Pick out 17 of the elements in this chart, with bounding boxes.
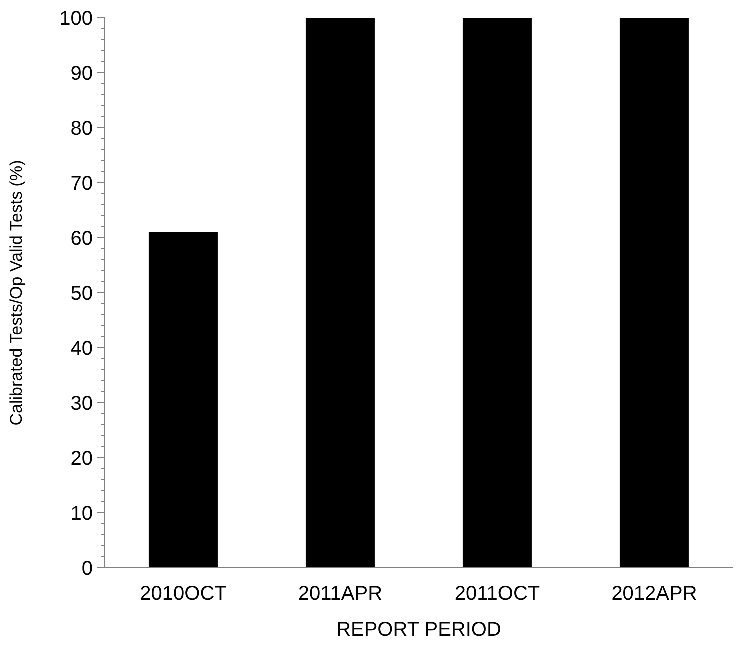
y-tick-label: 40 bbox=[70, 338, 93, 360]
y-tick-label: 0 bbox=[82, 558, 93, 580]
y-tick-label: 20 bbox=[70, 448, 93, 470]
x-axis-title: REPORT PERIOD bbox=[336, 619, 502, 641]
x-tick-label: 2012APR bbox=[612, 583, 698, 606]
y-tick-label: 80 bbox=[70, 118, 93, 140]
y-tick-label: 10 bbox=[70, 503, 93, 526]
y-tick-label: 30 bbox=[70, 393, 93, 416]
y-axis-title: Calibrated Tests/Op Valid Tests (%) bbox=[7, 160, 26, 426]
x-tick-label: 2010OCT bbox=[140, 583, 227, 606]
y-tick-label: 60 bbox=[70, 228, 93, 250]
y-tick-label: 90 bbox=[70, 63, 93, 86]
y-tick-label: 50 bbox=[70, 283, 93, 306]
x-tick-label: 2011OCT bbox=[454, 583, 540, 606]
x-tick-label: 2011APR bbox=[298, 583, 383, 606]
y-tick-label: 100 bbox=[60, 8, 93, 30]
y-tick-label: 70 bbox=[70, 173, 93, 196]
